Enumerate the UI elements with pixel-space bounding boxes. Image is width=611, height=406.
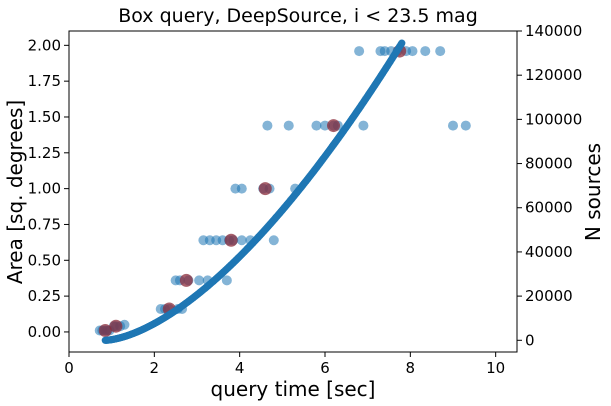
plot-content bbox=[94, 39, 471, 344]
area-point bbox=[268, 235, 279, 246]
x-axis-label: query time [sec] bbox=[211, 377, 376, 401]
area-point bbox=[354, 46, 365, 57]
area-point bbox=[283, 120, 294, 131]
highlight-point bbox=[179, 273, 193, 287]
y-right-tick-label: 140000 bbox=[525, 22, 582, 40]
x-tick-label: 2 bbox=[150, 359, 160, 377]
y-right-tick-label: 40000 bbox=[525, 243, 573, 261]
area-point bbox=[262, 120, 273, 131]
area-point bbox=[320, 120, 330, 131]
plot-frame bbox=[68, 30, 518, 353]
y-left-tick-label: 0.50 bbox=[28, 251, 61, 269]
x-tick-label: 10 bbox=[486, 359, 505, 377]
x-tick-label: 4 bbox=[235, 359, 245, 377]
y-right-tick-label: 60000 bbox=[525, 199, 573, 217]
area-point bbox=[194, 275, 205, 286]
y-right-tick-label: 80000 bbox=[525, 155, 573, 173]
y-left-tick-label: 2.00 bbox=[28, 36, 61, 54]
highlight-point bbox=[327, 119, 341, 133]
area-point bbox=[221, 275, 232, 286]
chart-title: Box query, DeepSource, i < 23.5 mag bbox=[118, 5, 478, 27]
y-left-tick-label: 1.00 bbox=[28, 180, 61, 198]
area-point bbox=[448, 120, 458, 131]
area-point bbox=[236, 235, 247, 246]
y-axis-label-right: N sources bbox=[581, 143, 605, 241]
area-point bbox=[311, 120, 322, 131]
x-tick-label: 6 bbox=[320, 359, 330, 377]
highlight-point bbox=[109, 319, 123, 333]
y-left-tick-label: 1.50 bbox=[28, 108, 61, 126]
highlight-point bbox=[98, 324, 112, 338]
area-point bbox=[460, 120, 471, 131]
highlight-point bbox=[258, 182, 272, 196]
y-right-tick-label: 100000 bbox=[525, 110, 582, 128]
nsources-point bbox=[398, 39, 406, 47]
y-left-tick-label: 0.75 bbox=[28, 215, 61, 233]
y-axis-label-left: Area [sq. degrees] bbox=[3, 100, 27, 284]
area-point bbox=[407, 46, 418, 57]
y-right-tick-label: 0 bbox=[525, 331, 535, 349]
y-right-tick-label: 120000 bbox=[525, 66, 582, 84]
area-point bbox=[236, 183, 247, 194]
y-left-tick-label: 0.25 bbox=[28, 287, 61, 305]
y-left-tick-label: 1.25 bbox=[28, 144, 61, 162]
highlight-point bbox=[224, 233, 238, 247]
axes: 0 2 4 6 8 10 0.00 0.25 0.50 0.75 1.00 1.25 1.50 1.75 2… bbox=[28, 22, 583, 377]
y-right-tick-label: 20000 bbox=[525, 287, 573, 305]
plot-area bbox=[94, 39, 471, 344]
y-left-tick-label: 0.00 bbox=[28, 323, 61, 341]
y-left-tick-label: 1.75 bbox=[28, 72, 61, 90]
area-point bbox=[420, 46, 431, 57]
x-tick-label: 0 bbox=[64, 359, 74, 377]
x-tick-label: 8 bbox=[406, 359, 416, 377]
area-point bbox=[435, 46, 446, 57]
area-point bbox=[358, 120, 369, 131]
